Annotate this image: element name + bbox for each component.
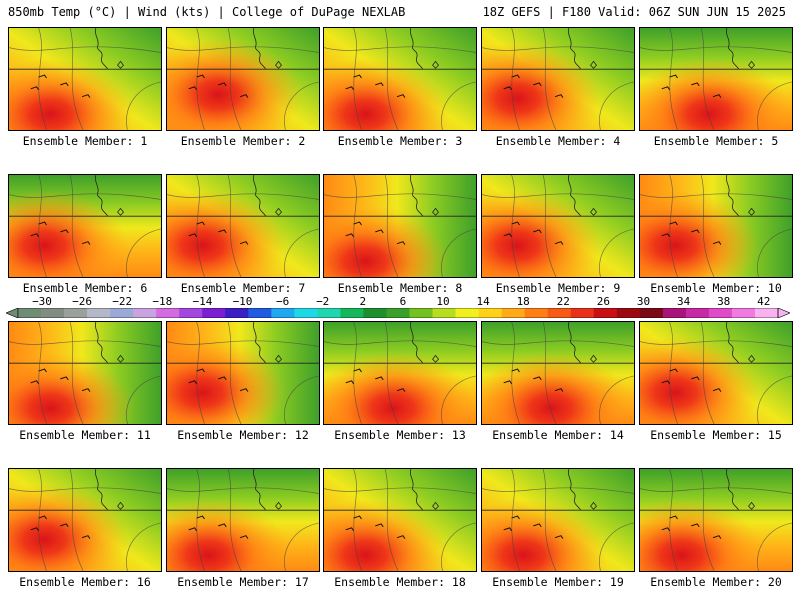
ensemble-member-label: Ensemble Member: 17 <box>177 575 309 589</box>
colorbar-left-arrow <box>6 308 19 318</box>
colorbar-swatch <box>110 308 134 318</box>
colorbar-swatch <box>593 308 618 318</box>
colorbar-swatch <box>41 308 65 318</box>
colorbar-right-arrow <box>777 308 790 318</box>
ensemble-member-map <box>166 27 320 131</box>
run-valid-time: 18Z GEFS | F180 Valid: 06Z SUN JUN 15 20… <box>482 5 786 19</box>
ensemble-member-map <box>166 468 320 572</box>
ensemble-member-map <box>166 321 320 425</box>
ensemble-member-map <box>323 321 477 425</box>
ensemble-member-label: Ensemble Member: 11 <box>19 428 151 442</box>
ensemble-member-map <box>481 27 635 131</box>
colorbar-swatch <box>478 308 502 318</box>
colorbar-swatch <box>616 308 641 318</box>
colorbar-swatch <box>271 308 295 318</box>
colorbar-tick-label: −26 <box>72 295 93 308</box>
colorbar-swatch <box>294 308 318 318</box>
colorbar-tick-label: 10 <box>436 295 450 308</box>
colorbar-tick-label: −14 <box>192 295 213 308</box>
colorbar-tick-label: −18 <box>152 295 173 308</box>
ensemble-member-label: Ensemble Member: 10 <box>650 281 782 295</box>
ensemble-member-map <box>639 321 793 425</box>
temperature-colorbar <box>6 308 790 318</box>
colorbar-swatch <box>708 308 733 318</box>
colorbar-swatch <box>225 308 249 318</box>
ensemble-member-label: Ensemble Member: 9 <box>495 281 621 295</box>
colorbar-swatch <box>570 308 595 318</box>
ensemble-member-map <box>481 321 635 425</box>
ensemble-member-label: Ensemble Member: 4 <box>495 134 621 148</box>
ensemble-member-map <box>8 468 162 572</box>
colorbar-swatch <box>133 308 157 318</box>
colorbar-swatch <box>455 308 479 318</box>
ensemble-member-label: Ensemble Member: 13 <box>334 428 466 442</box>
colorbar-swatch <box>639 308 664 318</box>
ensemble-member-label: Ensemble Member: 7 <box>180 281 306 295</box>
ensemble-member-label: Ensemble Member: 15 <box>650 428 782 442</box>
colorbar-tick-label: 14 <box>476 295 490 308</box>
colorbar-swatch <box>432 308 456 318</box>
colorbar-swatch <box>685 308 710 318</box>
colorbar-tick-label: 6 <box>399 295 407 308</box>
colorbar-tick-label: 22 <box>556 295 570 308</box>
colorbar-swatch <box>524 308 548 318</box>
ensemble-member-label: Ensemble Member: 6 <box>22 281 148 295</box>
colorbar-swatch <box>409 308 433 318</box>
ensemble-member-label: Ensemble Member: 18 <box>334 575 466 589</box>
colorbar-swatch <box>87 308 111 318</box>
ensemble-member-label: Ensemble Member: 3 <box>337 134 463 148</box>
ensemble-member-map <box>639 468 793 572</box>
chart-title: 850mb Temp (°C) | Wind (kts) | College o… <box>8 5 406 19</box>
colorbar-tick-label: −22 <box>112 295 133 308</box>
colorbar-tick-label: −2 <box>316 295 330 308</box>
ensemble-member-map <box>8 27 162 131</box>
colorbar-swatch <box>547 308 572 318</box>
colorbar-swatch <box>317 308 341 318</box>
colorbar-tick-label: 26 <box>596 295 611 308</box>
ensemble-member-map <box>8 321 162 425</box>
ensemble-member-map <box>639 174 793 278</box>
colorbar-swatch <box>340 308 364 318</box>
colorbar-tick-label: 34 <box>676 295 691 308</box>
ensemble-member-map <box>481 468 635 572</box>
ensemble-member-map <box>639 27 793 131</box>
ensemble-member-label: Ensemble Member: 20 <box>650 575 782 589</box>
ensemble-member-label: Ensemble Member: 16 <box>19 575 151 589</box>
colorbar-swatch <box>179 308 203 318</box>
ensemble-member-label: Ensemble Member: 8 <box>337 281 463 295</box>
colorbar-swatch <box>731 308 756 318</box>
colorbar-swatch <box>386 308 410 318</box>
colorbar-tick-label: 38 <box>717 295 731 308</box>
colorbar-swatch <box>363 308 387 318</box>
colorbar-swatch <box>662 308 687 318</box>
ensemble-member-map <box>8 174 162 278</box>
colorbar-tick-label: 2 <box>359 295 367 308</box>
ensemble-member-map <box>323 468 477 572</box>
ensemble-member-map <box>323 174 477 278</box>
ensemble-member-map <box>323 27 477 131</box>
colorbar-swatch <box>248 308 272 318</box>
colorbar-swatch <box>64 308 88 318</box>
ensemble-member-label: Ensemble Member: 14 <box>492 428 624 442</box>
colorbar-swatch <box>18 308 42 318</box>
ensemble-member-label: Ensemble Member: 1 <box>22 134 148 148</box>
colorbar-swatch <box>754 308 779 318</box>
colorbar-tick-label: 30 <box>636 295 651 308</box>
colorbar-swatch <box>501 308 525 318</box>
colorbar-tick-label: −30 <box>32 295 52 308</box>
colorbar-swatch <box>202 308 226 318</box>
ensemble-member-label: Ensemble Member: 2 <box>180 134 306 148</box>
ensemble-member-label: Ensemble Member: 5 <box>653 134 779 148</box>
colorbar-tick-label: 18 <box>516 295 530 308</box>
ensemble-member-label: Ensemble Member: 19 <box>492 575 624 589</box>
colorbar-tick-label: −6 <box>275 295 290 308</box>
ensemble-member-map <box>166 174 320 278</box>
colorbar-tick-label: 42 <box>757 295 771 308</box>
colorbar-tick-label: −10 <box>232 295 253 308</box>
colorbar-swatch <box>156 308 180 318</box>
ensemble-member-label: Ensemble Member: 12 <box>177 428 309 442</box>
ensemble-member-map <box>481 174 635 278</box>
